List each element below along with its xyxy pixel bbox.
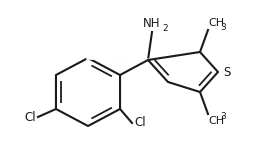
Text: 3: 3 — [220, 23, 226, 32]
Text: CH: CH — [208, 116, 224, 126]
Text: 3: 3 — [220, 112, 226, 121]
Text: CH: CH — [208, 18, 224, 28]
Text: NH: NH — [143, 17, 161, 30]
Text: Cl: Cl — [24, 111, 36, 124]
Text: S: S — [223, 65, 230, 79]
Text: 2: 2 — [162, 24, 168, 33]
Text: Cl: Cl — [134, 116, 146, 129]
